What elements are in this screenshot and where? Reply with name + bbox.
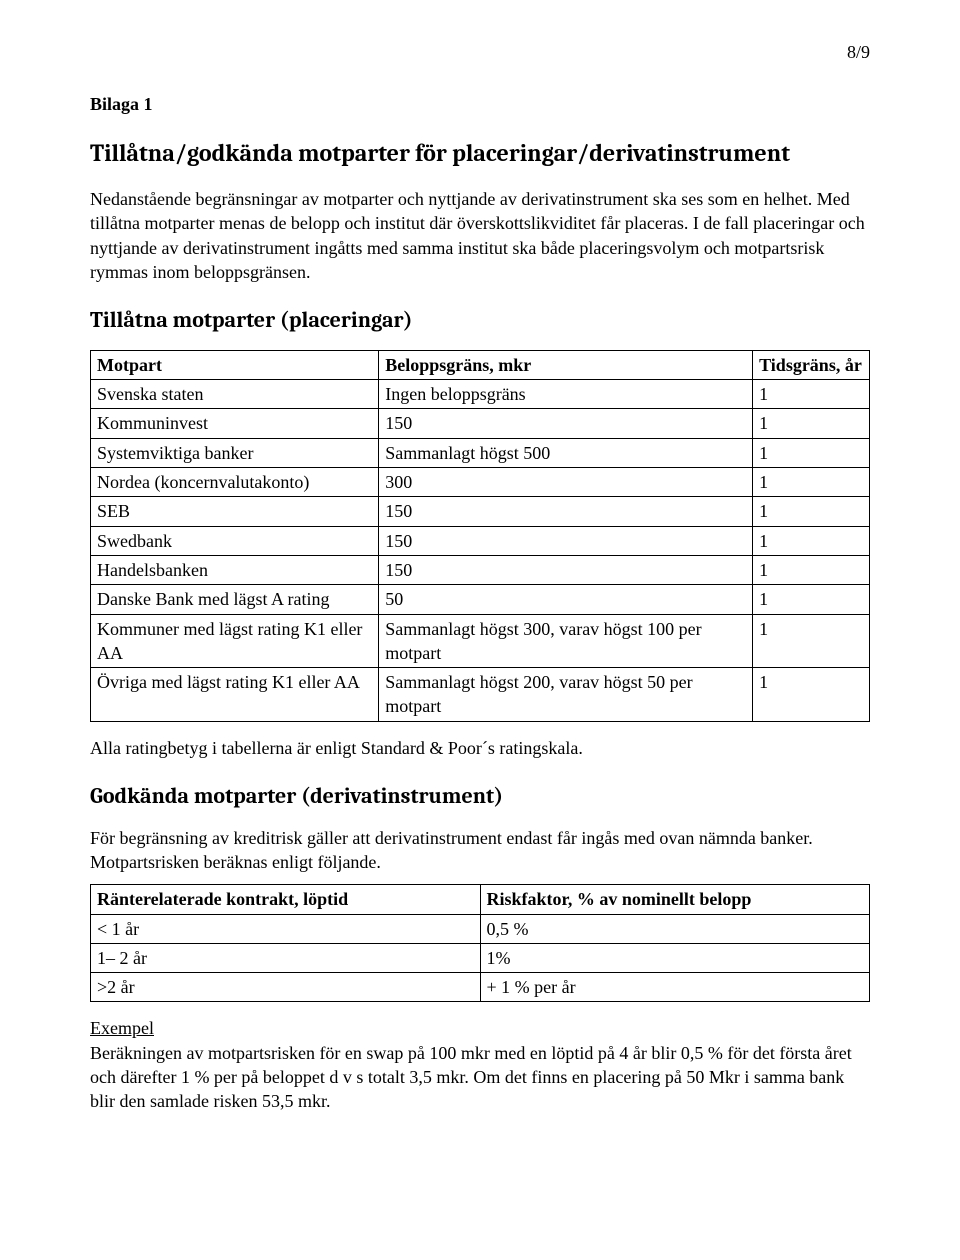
cell-belopp: Sammanlagt högst 300, varav högst 100 pe…	[379, 614, 753, 668]
th-risk: Riskfaktor, % av nominellt belopp	[480, 885, 870, 914]
cell-tid: 1	[753, 614, 870, 668]
cell-loptid: < 1 år	[91, 914, 481, 943]
th-loptid: Ränterelaterade kontrakt, löptid	[91, 885, 481, 914]
table-header-row: Motpart Beloppsgräns, mkr Tidsgräns, år	[91, 350, 870, 379]
section2-body: För begränsning av kreditrisk gäller att…	[90, 826, 870, 875]
section2-heading: Godkända motparter (derivatinstrument)	[90, 782, 870, 812]
cell-motpart: Kommuner med lägst rating K1 eller AA	[91, 614, 379, 668]
section1-heading: Tillåtna motparter (placeringar)	[90, 306, 870, 336]
cell-motpart: Systemviktiga banker	[91, 438, 379, 467]
main-heading: Tillåtna/godkända motparter för placerin…	[90, 137, 870, 169]
intro-paragraph: Nedanstående begränsningar av motparter …	[90, 187, 870, 284]
cell-tid: 1	[753, 526, 870, 555]
cell-motpart: Övriga med lägst rating K1 eller AA	[91, 668, 379, 722]
table-row: Systemviktiga banker Sammanlagt högst 50…	[91, 438, 870, 467]
cell-risk: + 1 % per år	[480, 973, 870, 1002]
table-row: Danske Bank med lägst A rating 50 1	[91, 585, 870, 614]
cell-motpart: Swedbank	[91, 526, 379, 555]
cell-belopp: Sammanlagt högst 500	[379, 438, 753, 467]
table-row: 1– 2 år 1%	[91, 943, 870, 972]
cell-motpart: Svenska staten	[91, 380, 379, 409]
cell-belopp: 150	[379, 555, 753, 584]
cell-tid: 1	[753, 438, 870, 467]
cell-belopp: 150	[379, 497, 753, 526]
cell-motpart: Nordea (koncernvalutakonto)	[91, 468, 379, 497]
table-riskfaktor: Ränterelaterade kontrakt, löptid Riskfak…	[90, 884, 870, 1002]
cell-belopp: 150	[379, 526, 753, 555]
table-row: Kommuner med lägst rating K1 eller AA Sa…	[91, 614, 870, 668]
cell-tid: 1	[753, 409, 870, 438]
cell-tid: 1	[753, 380, 870, 409]
table-row: Swedbank 150 1	[91, 526, 870, 555]
cell-belopp: 150	[379, 409, 753, 438]
page-number: 8/9	[90, 40, 870, 64]
cell-tid: 1	[753, 468, 870, 497]
example-label: Exempel	[90, 1018, 154, 1038]
table-row: Nordea (koncernvalutakonto) 300 1	[91, 468, 870, 497]
table-row: Handelsbanken 150 1	[91, 555, 870, 584]
cell-belopp: Ingen beloppsgräns	[379, 380, 753, 409]
cell-belopp: Sammanlagt högst 200, varav högst 50 per…	[379, 668, 753, 722]
cell-risk: 1%	[480, 943, 870, 972]
cell-tid: 1	[753, 668, 870, 722]
table-row: Övriga med lägst rating K1 eller AA Samm…	[91, 668, 870, 722]
cell-tid: 1	[753, 497, 870, 526]
cell-belopp: 50	[379, 585, 753, 614]
cell-belopp: 300	[379, 468, 753, 497]
cell-loptid: >2 år	[91, 973, 481, 1002]
rating-note: Alla ratingbetyg i tabellerna är enligt …	[90, 736, 870, 760]
cell-motpart: Handelsbanken	[91, 555, 379, 584]
table-row: Kommuninvest 150 1	[91, 409, 870, 438]
cell-motpart: SEB	[91, 497, 379, 526]
cell-tid: 1	[753, 585, 870, 614]
appendix-label: Bilaga 1	[90, 92, 870, 116]
cell-loptid: 1– 2 år	[91, 943, 481, 972]
table-row: < 1 år 0,5 %	[91, 914, 870, 943]
example-body-text: Beräkningen av motpartsrisken för en swa…	[90, 1043, 852, 1112]
th-tid: Tidsgräns, år	[753, 350, 870, 379]
table-row: SEB 150 1	[91, 497, 870, 526]
table-motparter: Motpart Beloppsgräns, mkr Tidsgräns, år …	[90, 350, 870, 722]
table-header-row: Ränterelaterade kontrakt, löptid Riskfak…	[91, 885, 870, 914]
cell-tid: 1	[753, 555, 870, 584]
cell-motpart: Danske Bank med lägst A rating	[91, 585, 379, 614]
th-belopp: Beloppsgräns, mkr	[379, 350, 753, 379]
th-motpart: Motpart	[91, 350, 379, 379]
example-paragraph: Exempel Beräkningen av motpartsrisken fö…	[90, 1016, 870, 1113]
cell-risk: 0,5 %	[480, 914, 870, 943]
table-row: >2 år + 1 % per år	[91, 973, 870, 1002]
cell-motpart: Kommuninvest	[91, 409, 379, 438]
table-row: Svenska staten Ingen beloppsgräns 1	[91, 380, 870, 409]
